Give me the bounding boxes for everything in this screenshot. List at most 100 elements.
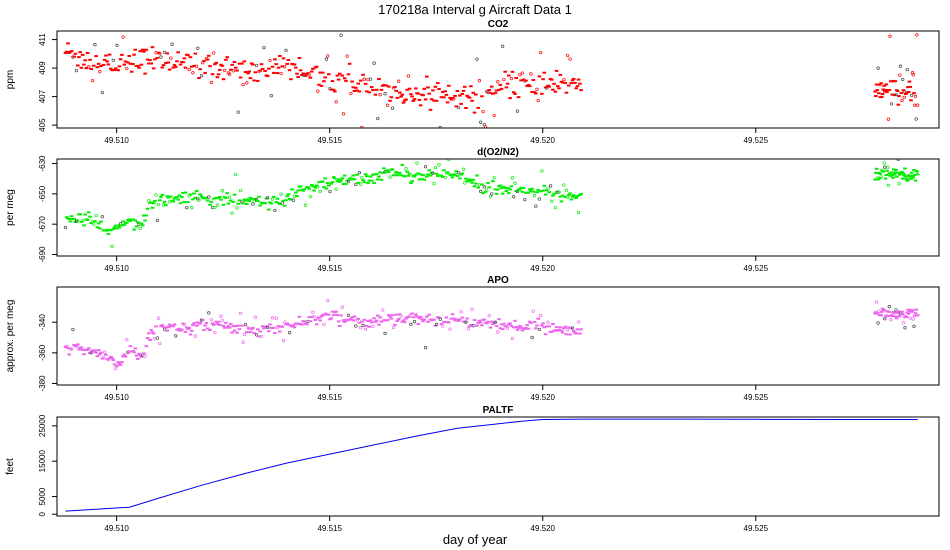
data-point bbox=[915, 173, 920, 176]
data-point bbox=[877, 92, 881, 95]
data-point bbox=[892, 311, 896, 313]
data-point bbox=[194, 64, 199, 69]
data-point bbox=[301, 72, 305, 75]
data-point bbox=[384, 84, 389, 87]
data-point bbox=[912, 314, 917, 317]
data-point bbox=[203, 71, 207, 74]
data-point bbox=[159, 195, 163, 198]
data-point bbox=[510, 176, 515, 180]
data-point bbox=[553, 90, 558, 93]
data-point bbox=[388, 175, 392, 179]
data-point bbox=[912, 174, 917, 176]
data-point bbox=[113, 224, 118, 227]
data-point bbox=[409, 322, 413, 326]
data-point bbox=[452, 97, 456, 101]
data-point bbox=[265, 75, 270, 78]
data-point bbox=[99, 220, 103, 223]
panel-3: APO approx. per meg 49.510 49.515 49.520 49.5… bbox=[5, 275, 940, 402]
data-point bbox=[469, 324, 473, 326]
panel-title: PALTF bbox=[483, 405, 514, 416]
y-tick-label: -360 bbox=[38, 344, 47, 361]
y-axis-label: ppm bbox=[5, 70, 16, 89]
data-point bbox=[472, 185, 477, 188]
data-point bbox=[459, 102, 463, 105]
data-point bbox=[388, 99, 392, 102]
data-point bbox=[296, 322, 300, 325]
data-point bbox=[177, 194, 182, 197]
data-point bbox=[482, 185, 486, 189]
data-point bbox=[388, 315, 392, 318]
data-point bbox=[125, 66, 129, 71]
data-point bbox=[541, 78, 545, 81]
data-point bbox=[428, 108, 433, 111]
data-point bbox=[545, 189, 549, 192]
x-tick-label: 49.525 bbox=[744, 393, 769, 402]
data-point bbox=[311, 310, 315, 314]
data-point bbox=[892, 173, 897, 176]
data-point bbox=[489, 320, 494, 323]
data-point bbox=[94, 351, 98, 354]
data-point bbox=[475, 57, 479, 61]
data-point bbox=[198, 68, 202, 71]
data-point bbox=[467, 178, 472, 181]
data-point bbox=[122, 63, 127, 66]
data-point bbox=[469, 85, 473, 88]
data-point bbox=[118, 363, 123, 366]
x-tick-label: 49.525 bbox=[744, 136, 769, 145]
data-point bbox=[281, 199, 286, 202]
data-point bbox=[570, 326, 575, 330]
data-point bbox=[543, 333, 548, 336]
data-point bbox=[257, 335, 261, 338]
data-point bbox=[209, 200, 214, 203]
data-point bbox=[308, 320, 313, 323]
data-point bbox=[177, 327, 182, 330]
data-point bbox=[260, 67, 265, 70]
data-point bbox=[252, 199, 256, 203]
data-point bbox=[387, 85, 391, 88]
data-point bbox=[215, 203, 220, 207]
data-point bbox=[479, 189, 483, 194]
data-point bbox=[876, 321, 880, 325]
data-point bbox=[532, 194, 537, 198]
data-point bbox=[530, 187, 534, 190]
data-point bbox=[502, 77, 506, 82]
data-point bbox=[379, 178, 384, 181]
data-point bbox=[156, 202, 161, 207]
data-point bbox=[335, 314, 340, 317]
data-point bbox=[400, 93, 405, 96]
data-point bbox=[350, 316, 354, 319]
data-point bbox=[467, 96, 472, 99]
data-point bbox=[331, 88, 336, 91]
data-point bbox=[245, 202, 249, 205]
data-point bbox=[551, 323, 555, 325]
data-point bbox=[172, 64, 177, 67]
data-point bbox=[268, 323, 272, 326]
y-tick-label: -630 bbox=[38, 155, 47, 172]
data-point bbox=[569, 198, 574, 201]
data-point bbox=[498, 327, 503, 330]
data-point bbox=[530, 90, 534, 93]
data-point bbox=[913, 103, 917, 107]
data-point bbox=[443, 175, 447, 180]
data-point bbox=[481, 192, 485, 195]
data-point bbox=[402, 321, 407, 324]
data-point bbox=[496, 330, 500, 334]
data-point bbox=[540, 324, 544, 327]
data-point bbox=[165, 52, 169, 55]
data-point bbox=[89, 222, 93, 225]
data-point bbox=[121, 355, 125, 358]
data-point bbox=[121, 220, 125, 223]
data-point bbox=[382, 84, 386, 86]
data-point bbox=[417, 317, 422, 320]
data-point bbox=[319, 315, 324, 318]
data-point bbox=[374, 173, 379, 176]
data-point bbox=[235, 206, 239, 210]
data-point bbox=[317, 181, 321, 184]
data-point bbox=[456, 105, 461, 110]
data-point bbox=[378, 93, 382, 97]
data-point bbox=[455, 174, 460, 177]
data-point bbox=[536, 317, 540, 320]
data-point bbox=[246, 198, 250, 201]
data-point bbox=[317, 316, 321, 319]
data-point bbox=[90, 78, 95, 83]
